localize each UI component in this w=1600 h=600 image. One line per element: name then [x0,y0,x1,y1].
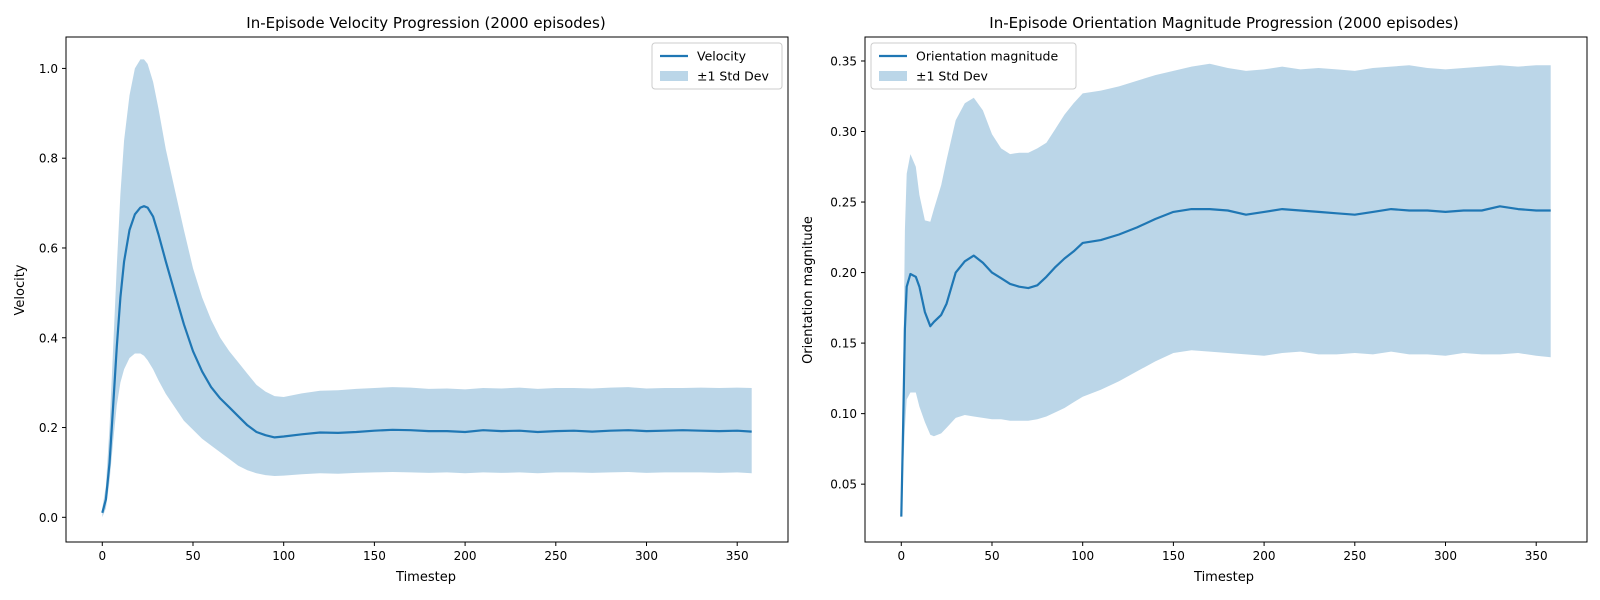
velocity-y-tick-label: 0.0 [39,511,58,525]
orientation-chart-panel: In-Episode Orientation Magnitude Progres… [801,14,1588,585]
orientation-y-tick-label: 0.10 [830,407,857,421]
orientation-legend-line-label: Orientation magnitude [916,49,1058,64]
orientation-x-tick-label: 200 [1253,549,1276,563]
velocity-x-tick-label: 0 [98,549,106,563]
orientation-y-axis-label: Orientation magnitude [801,216,816,364]
velocity-y-tick-label: 0.8 [39,152,58,166]
orientation-x-axis-label: Timestep [1193,570,1254,585]
velocity-x-axis-label: Timestep [395,570,456,585]
velocity-x-tick-label: 100 [272,549,295,563]
orientation-x-tick-label: 50 [984,549,999,563]
velocity-x-tick-label: 250 [544,549,567,563]
orientation-legend: Orientation magnitude ±1 Std Dev [870,42,1077,90]
orientation-y-tick-label: 0.05 [830,478,857,492]
velocity-chart-title: In-Episode Velocity Progression (2000 ep… [246,14,605,32]
velocity-x-tick-label: 200 [454,549,477,563]
orientation-axes-frame [864,36,1588,543]
velocity-x-tick-label: 300 [635,549,658,563]
orientation-x-tick-label: 0 [897,549,905,563]
velocity-legend: Velocity ±1 Std Dev [651,42,783,90]
velocity-y-tick-label: 0.2 [39,421,58,435]
orientation-x-tick-label: 350 [1525,549,1548,563]
orientation-x-tick-label: 150 [1162,549,1185,563]
orientation-mean-line [900,205,1551,517]
orientation-y-tick-label: 0.20 [830,266,857,280]
velocity-y-tick-label: 1.0 [39,62,58,76]
velocity-axes-frame [65,36,789,543]
velocity-chart-panel: In-Episode Velocity Progression (2000 ep… [13,14,789,585]
velocity-legend-band-swatch [660,71,688,81]
orientation-y-tick-label: 0.25 [830,196,857,210]
velocity-legend-line-label: Velocity [697,49,747,64]
orientation-y-tick-label: 0.15 [830,337,857,351]
velocity-mean-line [101,205,752,514]
orientation-legend-band-swatch [879,71,907,81]
velocity-y-axis-label: Velocity [13,264,28,315]
velocity-x-tick-label: 150 [363,549,386,563]
orientation-legend-band-label: ±1 Std Dev [916,69,988,84]
orientation-x-tick-label: 250 [1343,549,1366,563]
orientation-x-tick-label: 100 [1071,549,1094,563]
orientation-chart-title: In-Episode Orientation Magnitude Progres… [989,14,1458,32]
orientation-y-tick-label: 0.35 [830,54,857,68]
orientation-x-tick-label: 300 [1434,549,1457,563]
orientation-y-tick-label: 0.30 [830,125,857,139]
velocity-y-tick-label: 0.4 [39,331,58,345]
velocity-x-tick-label: 350 [726,549,749,563]
orientation-std-band [901,63,1551,517]
velocity-legend-band-label: ±1 Std Dev [697,69,769,84]
velocity-y-tick-label: 0.6 [39,241,58,255]
velocity-std-band [102,59,752,518]
velocity-x-tick-label: 50 [185,549,200,563]
